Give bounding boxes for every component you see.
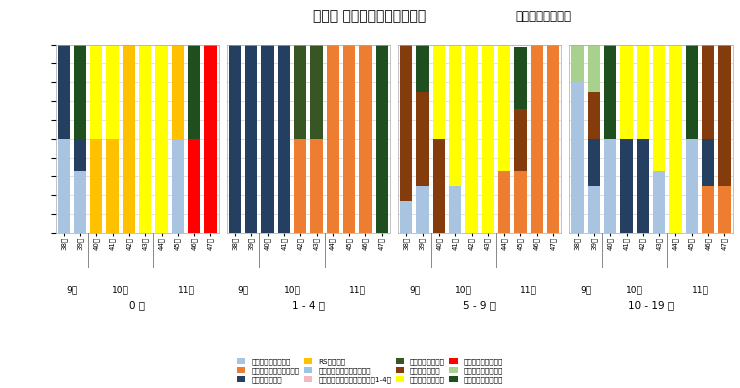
- Bar: [204, 45, 217, 233]
- Bar: [74, 139, 86, 171]
- Text: 11月: 11月: [178, 286, 195, 294]
- Text: 11月: 11月: [692, 286, 708, 294]
- Bar: [498, 45, 511, 171]
- Bar: [245, 45, 258, 233]
- Bar: [482, 45, 494, 233]
- Bar: [498, 171, 511, 233]
- Bar: [653, 171, 665, 233]
- Text: 10月: 10月: [283, 286, 300, 294]
- Text: （不検出を除く）: （不検出を除く）: [516, 10, 572, 23]
- Text: 9月: 9月: [580, 286, 591, 294]
- Bar: [327, 45, 339, 233]
- Bar: [417, 92, 428, 186]
- Bar: [400, 45, 412, 201]
- Bar: [343, 45, 355, 233]
- Text: 11月: 11月: [349, 286, 366, 294]
- Bar: [702, 45, 714, 139]
- Bar: [449, 45, 461, 186]
- Bar: [670, 45, 682, 233]
- Text: 11月: 11月: [520, 286, 537, 294]
- Bar: [449, 186, 461, 233]
- Bar: [311, 45, 323, 139]
- Bar: [604, 45, 616, 139]
- Bar: [653, 45, 665, 171]
- Bar: [636, 45, 649, 139]
- Bar: [278, 0, 290, 45]
- Text: 1 - 4 歳: 1 - 4 歳: [292, 301, 325, 310]
- Bar: [604, 139, 616, 233]
- Bar: [636, 139, 649, 233]
- Text: 9月: 9月: [67, 286, 78, 294]
- Bar: [172, 139, 184, 233]
- Bar: [571, 45, 584, 82]
- Bar: [90, 45, 102, 139]
- Bar: [620, 139, 633, 233]
- Bar: [58, 45, 70, 139]
- Bar: [686, 139, 698, 233]
- Bar: [588, 186, 600, 233]
- Bar: [588, 45, 600, 92]
- Bar: [686, 45, 698, 139]
- Bar: [74, 171, 86, 233]
- Bar: [360, 45, 371, 233]
- Bar: [702, 139, 714, 186]
- Text: 10月: 10月: [626, 286, 643, 294]
- Bar: [376, 45, 388, 233]
- Bar: [588, 139, 600, 186]
- Bar: [547, 45, 559, 233]
- Bar: [433, 45, 445, 139]
- Bar: [123, 45, 135, 233]
- Text: 年齢別 病原体検出割合の推移: 年齢別 病原体検出割合の推移: [313, 10, 427, 24]
- Bar: [514, 109, 527, 171]
- Bar: [588, 92, 600, 139]
- Bar: [139, 45, 152, 233]
- Text: 10 - 19 歳: 10 - 19 歳: [628, 301, 674, 310]
- Text: 10月: 10月: [112, 286, 130, 294]
- Text: 5 - 9 歳: 5 - 9 歳: [463, 301, 497, 310]
- Bar: [74, 45, 86, 139]
- Bar: [188, 45, 201, 139]
- Bar: [514, 171, 527, 233]
- Bar: [188, 139, 201, 233]
- Bar: [433, 139, 445, 233]
- Bar: [311, 139, 323, 233]
- Bar: [58, 139, 70, 233]
- Bar: [400, 201, 412, 233]
- Bar: [719, 45, 730, 186]
- Bar: [571, 82, 584, 233]
- Bar: [107, 139, 118, 233]
- Bar: [155, 45, 168, 233]
- Bar: [294, 139, 306, 233]
- Text: 9月: 9月: [238, 286, 249, 294]
- Text: 10月: 10月: [455, 286, 472, 294]
- Text: 0 歳: 0 歳: [129, 301, 145, 310]
- Legend: 新型コロナウイルス, インフルエンザウイルス, ライノウイルス, RSウイルス, ヒトメタニューモウイルス, パラインフルエンザウイルス1-4型, ヒトボカウイ: 新型コロナウイルス, インフルエンザウイルス, ライノウイルス, RSウイルス,…: [235, 357, 505, 385]
- Bar: [531, 45, 543, 233]
- Bar: [294, 45, 306, 139]
- Bar: [465, 45, 477, 233]
- Bar: [261, 45, 274, 233]
- Bar: [719, 186, 730, 233]
- Text: 9月: 9月: [409, 286, 420, 294]
- Bar: [278, 45, 290, 233]
- Bar: [417, 186, 428, 233]
- Bar: [702, 186, 714, 233]
- Bar: [417, 45, 428, 92]
- Bar: [107, 45, 118, 139]
- Bar: [620, 45, 633, 139]
- Bar: [229, 45, 241, 233]
- Bar: [514, 47, 527, 109]
- Bar: [90, 139, 102, 233]
- Bar: [172, 45, 184, 139]
